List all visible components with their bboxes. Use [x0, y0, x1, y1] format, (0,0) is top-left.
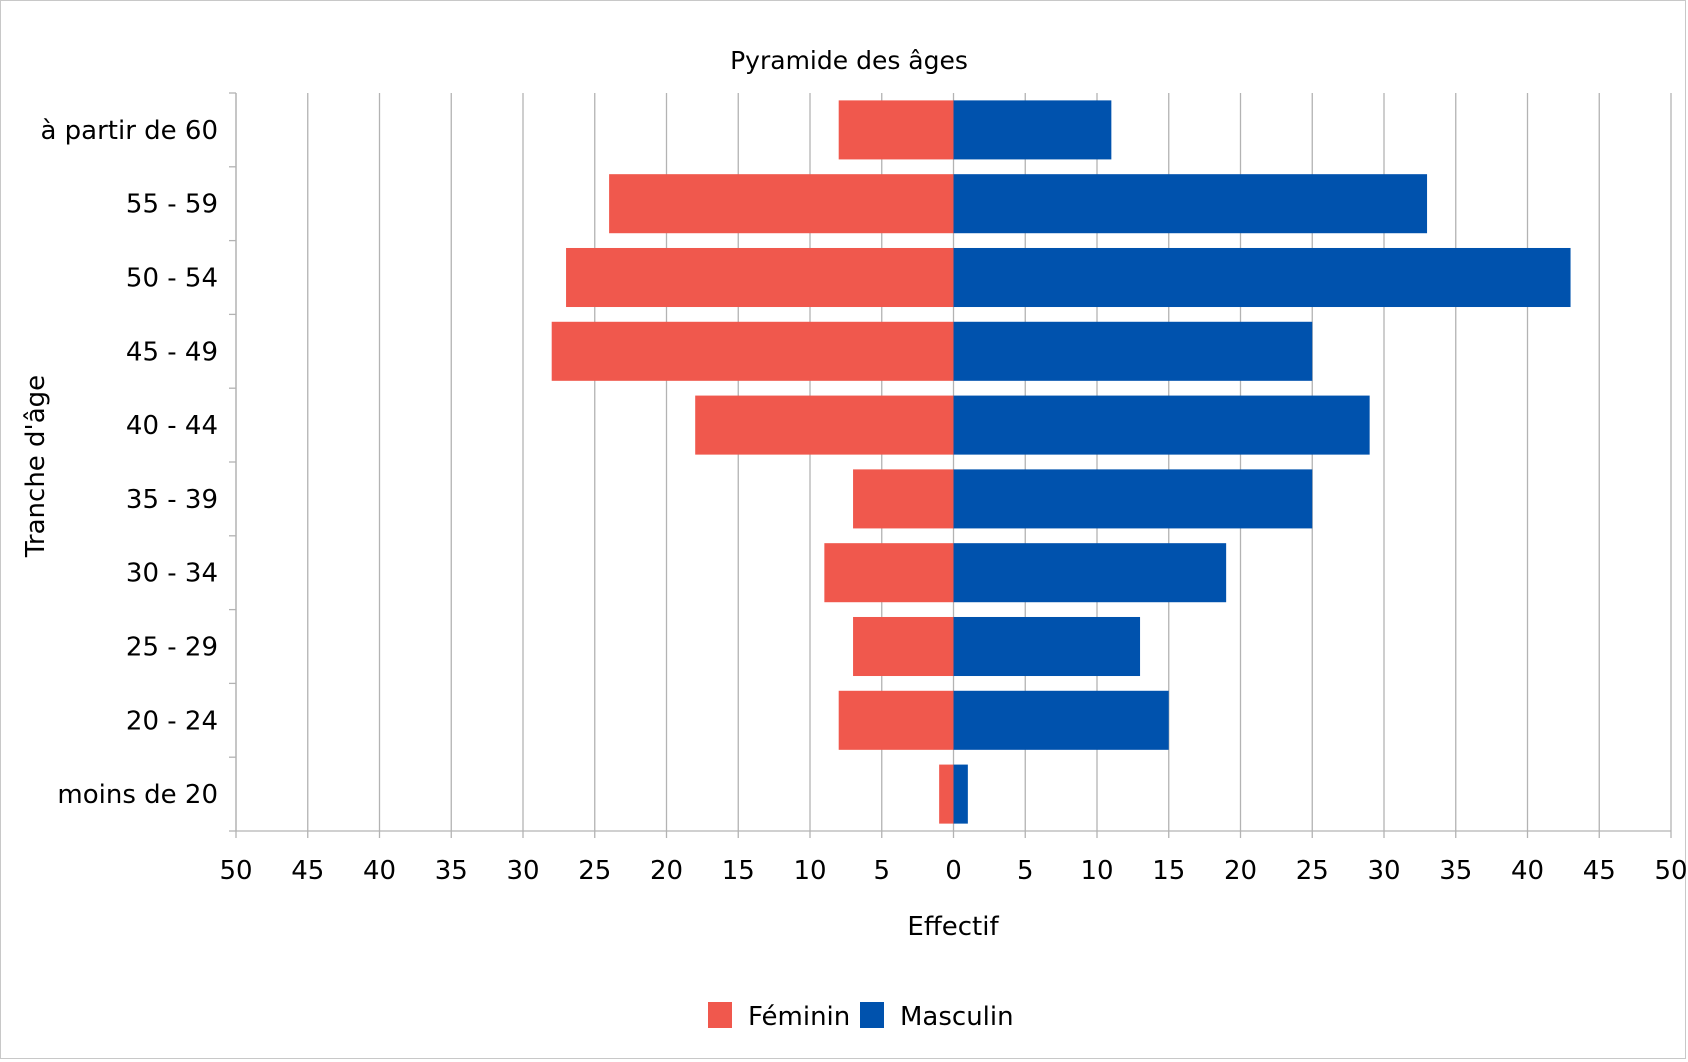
x-tick-label: 5: [1017, 856, 1034, 886]
y-tick-label: à partir de 60: [40, 116, 218, 146]
bar-masculin-a-partir-de-60: [953, 100, 1112, 160]
bar-feminin-35-39: [853, 469, 954, 529]
bar-feminin-30-34: [824, 543, 954, 603]
x-tick-label: 15: [1152, 856, 1185, 886]
y-tick-label: moins de 20: [57, 780, 218, 810]
x-tick-label: 35: [1439, 856, 1472, 886]
x-tick-label: 5: [873, 856, 890, 886]
bar-feminin-45-49: [551, 321, 954, 381]
x-axis-title: Effectif: [907, 912, 999, 942]
bar-masculin-25-29: [953, 616, 1141, 677]
y-tick-label: 50 - 54: [126, 264, 218, 294]
x-tick-label: 0: [945, 856, 962, 886]
bar-masculin-35-39: [953, 469, 1313, 529]
x-tick-label: 50: [219, 856, 252, 886]
legend-swatch-masculin: [860, 1002, 884, 1028]
bars: [551, 100, 1571, 824]
x-tick-label: 40: [363, 856, 396, 886]
bar-feminin-40-44: [695, 395, 954, 455]
x-tick-label: 35: [435, 856, 468, 886]
bar-masculin-moins-de-20: [953, 764, 968, 824]
y-tick-label: 25 - 29: [126, 633, 218, 663]
y-axis-title: Tranche d'âge: [21, 375, 51, 558]
y-tick-label: 20 - 24: [126, 706, 218, 736]
x-tick-label: 20: [1224, 856, 1257, 886]
bar-masculin-55-59: [953, 174, 1428, 234]
bar-masculin-30-34: [953, 543, 1227, 603]
bar-feminin-20-24: [838, 690, 954, 750]
bar-feminin-55-59: [609, 174, 954, 234]
x-tick-label: 10: [1080, 856, 1113, 886]
x-tick-label: 25: [578, 856, 611, 886]
x-tick-label: 20: [650, 856, 683, 886]
y-tick-label: 30 - 34: [126, 559, 218, 589]
bar-feminin-a-partir-de-60: [838, 100, 954, 160]
bar-feminin-25-29: [853, 616, 954, 677]
bar-masculin-20-24: [953, 690, 1169, 750]
bar-masculin-50-54: [953, 247, 1571, 308]
x-tick-label: 10: [793, 856, 826, 886]
x-tick-label: 45: [291, 856, 324, 886]
bar-masculin-40-44: [953, 395, 1370, 455]
x-tick-label: 30: [506, 856, 539, 886]
x-tick-label: 40: [1511, 856, 1544, 886]
y-tick-label: 45 - 49: [126, 337, 218, 367]
y-tick-label: 55 - 59: [126, 190, 218, 220]
legend-label-masculin: Masculin: [900, 1002, 1014, 1032]
axes: 50 45 40 35 30 25 20 15 10 5 0 5 10 15 20 25 30 35 40 45 50à…: [40, 92, 1688, 886]
bar-feminin-moins-de-20: [939, 764, 954, 824]
x-tick-label: 30: [1367, 856, 1400, 886]
bar-masculin-45-49: [953, 321, 1313, 381]
y-tick-label: 35 - 39: [126, 485, 218, 515]
legend-swatch-feminin: [708, 1002, 732, 1028]
legend-label-feminin: Féminin: [748, 1002, 850, 1032]
chart-title: Pyramide des âges: [730, 46, 968, 75]
x-tick-label: 15: [722, 856, 755, 886]
y-tick-label: 40 - 44: [126, 411, 218, 441]
x-tick-label: 25: [1296, 856, 1329, 886]
legend: Féminin Masculin: [708, 1002, 1014, 1032]
bar-feminin-50-54: [566, 247, 954, 308]
x-tick-label: 50: [1654, 856, 1687, 886]
x-tick-label: 45: [1583, 856, 1616, 886]
